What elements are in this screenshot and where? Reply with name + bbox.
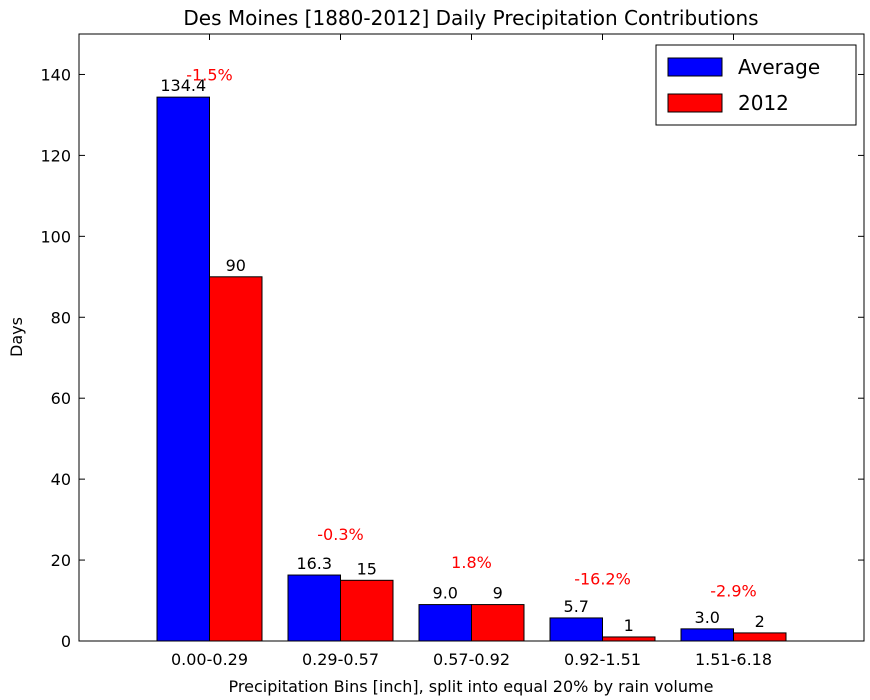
x-tick-label: 0.57-0.92 [433,650,510,669]
x-tick-label: 0.29-0.57 [302,650,379,669]
percent-change-annotation: -16.2% [574,569,631,588]
bar-average-4 [549,617,603,642]
legend-label: Average [738,55,820,79]
percent-change-annotation: -2.9% [710,581,756,600]
y-tick-label: 100 [40,227,71,246]
legend-swatch-average [667,57,723,77]
bar-2012-5 [733,632,787,642]
y-tick-label: 120 [40,146,71,165]
data-label: 9 [493,584,503,603]
x-tick-label: 0.00-0.29 [171,650,248,669]
bar-2012-1 [209,276,263,642]
bar-average-3 [418,604,472,642]
percent-change-annotation: -1.5% [186,65,232,84]
bar-average-1 [156,96,210,642]
bar-average-5 [680,628,734,642]
y-tick-label: 20 [51,551,71,570]
data-label: 16.3 [296,554,332,573]
y-axis-label: Days [7,317,26,357]
bar-average-2 [287,574,341,642]
y-tick-label: 60 [51,389,71,408]
percent-change-annotation: -0.3% [317,525,363,544]
y-tick-label: 40 [51,470,71,489]
percent-change-annotation: 1.8% [451,553,492,572]
x-tick-label: 0.92-1.51 [564,650,641,669]
data-label: 1 [624,616,634,635]
data-label: 90 [226,256,246,275]
y-tick-label: 0 [61,632,71,651]
legend: Average 2012 [655,44,857,126]
bar-2012-4 [602,636,656,642]
x-tick-label: 1.51-6.18 [695,650,772,669]
y-tick-label: 140 [40,65,71,84]
legend-label: 2012 [738,91,789,115]
y-tick-label: 80 [51,308,71,327]
data-label: 5.7 [564,597,589,616]
data-label: 9.0 [433,584,458,603]
data-label: 3.0 [695,608,720,627]
chart-title: Des Moines [1880-2012] Daily Precipitati… [183,6,758,30]
data-label: 2 [755,612,765,631]
data-label: 134.4 [160,76,206,95]
bar-2012-3 [471,604,525,642]
data-label: 15 [357,559,377,578]
bar-2012-2 [340,579,394,642]
x-axis-label: Precipitation Bins [inch], split into eq… [229,677,714,696]
legend-swatch-2012 [667,93,723,113]
